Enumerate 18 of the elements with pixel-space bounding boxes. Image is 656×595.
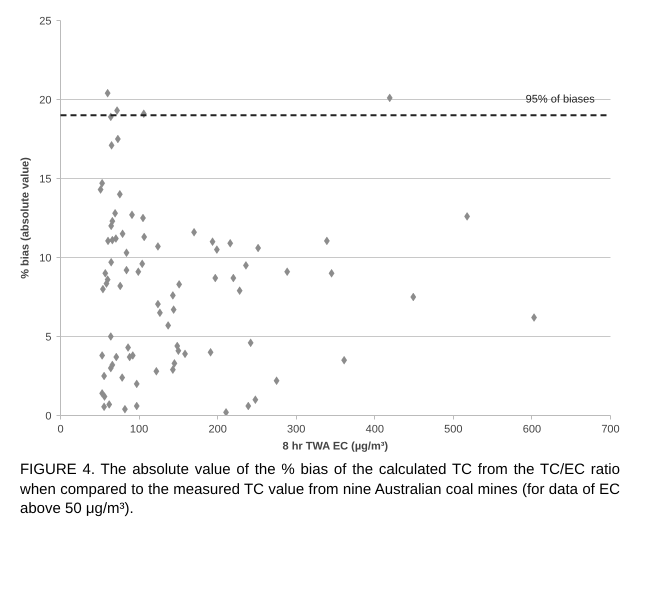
x-tick-label: 200 — [208, 424, 227, 436]
y-tick-label: 5 — [45, 332, 52, 344]
x-tick-label: 300 — [287, 424, 306, 436]
x-axis-title: 8 hr TWA EC (µg/m³) — [282, 440, 388, 452]
ref-line-label: 95% of biases — [526, 93, 596, 106]
x-tick-label: 500 — [444, 424, 463, 436]
y-tick-label: 10 — [39, 252, 52, 264]
y-axis-title: % bias (absolute value) — [19, 156, 32, 279]
x-tick-label: 600 — [522, 424, 542, 436]
y-tick-label: 0 — [45, 410, 52, 422]
x-tick-label: 0 — [57, 424, 64, 436]
y-tick-label: 20 — [39, 94, 52, 106]
x-tick-label: 100 — [130, 424, 148, 436]
y-tick-label: 15 — [39, 174, 52, 186]
x-tick-label: 700 — [601, 424, 620, 436]
caption: FIGURE 4. The absolute value of the % bias of the calculated TC from the TC/EC ratio when compared to the measured TC value from nine Australian coal mines (for data of EC above 50 μg/m³). — [20, 460, 620, 518]
x-tick-label: 400 — [366, 424, 384, 436]
y-tick-label: 25 — [39, 16, 52, 28]
